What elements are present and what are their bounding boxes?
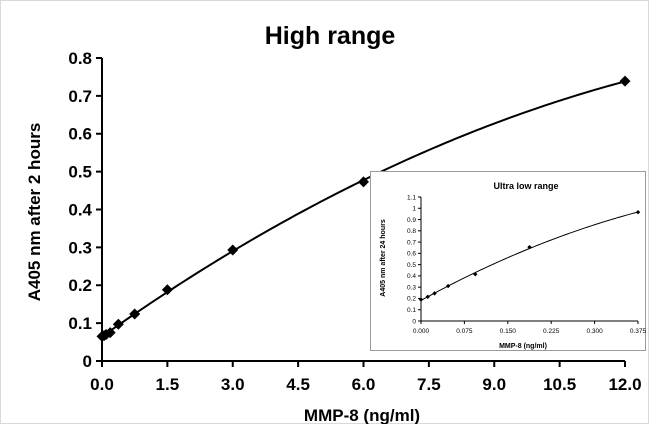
y-tick-label: 0.7 [407, 239, 416, 246]
x-tick-label: 3.0 [221, 375, 245, 394]
y-tick-label: 0.8 [68, 49, 92, 68]
data-point [358, 176, 369, 188]
x-tick-label: 6.0 [352, 375, 376, 394]
inset-x-axis-label: MMP-8 (ng/ml) [499, 343, 547, 350]
y-tick-label: 0.3 [407, 284, 416, 291]
x-tick-label: 0.300 [586, 328, 603, 335]
y-tick-label: 0.2 [407, 296, 416, 303]
inset-chart-title: Ultra low range [493, 181, 558, 191]
y-tick-label: 0.7 [68, 87, 92, 106]
data-point [619, 75, 631, 87]
data-point [432, 291, 437, 296]
data-point [227, 244, 239, 256]
data-point [161, 284, 173, 296]
x-tick-label: 0.0 [90, 375, 114, 394]
y-tick-label: 0.3 [68, 238, 92, 257]
data-point [635, 210, 641, 215]
inset-y-axis-label: A405 nm after 24 hours [380, 219, 387, 297]
ultra-low-range-chart: 0.000 0.075 0.150 0.225 0.300 0.375 0 0.1 0.2 0.3… [380, 181, 647, 350]
x-tick-label: 7.5 [417, 375, 441, 394]
y-tick-label: 0.5 [68, 163, 92, 182]
x-tick-label: 4.5 [286, 375, 310, 394]
x-tick-label: 0.225 [543, 328, 560, 335]
y-tick-label: 0.2 [68, 276, 92, 295]
data-point [129, 308, 141, 320]
x-tick-label: 0.075 [456, 328, 473, 335]
y-tick-label: 0.8 [407, 228, 416, 235]
y-tick-label: 1 [412, 206, 416, 213]
y-tick-label: 0.9 [407, 217, 416, 224]
x-tick-label: 0.375 [630, 328, 647, 335]
x-tick-label: 12.0 [608, 375, 641, 394]
y-tick-label: 0.5 [407, 262, 416, 269]
y-tick-label: 0.4 [68, 200, 92, 219]
data-point [104, 327, 116, 339]
y-axis-label: A405 nm after 2 hours [25, 123, 44, 302]
y-tick-label: 0.6 [407, 251, 416, 258]
inset-chart-box: 0.000 0.075 0.150 0.225 0.300 0.375 0 0.1 0.2 0.3… [370, 171, 647, 351]
x-tick-label: 10.5 [543, 375, 576, 394]
y-tick-label: 0.1 [407, 307, 416, 314]
y-tick-label: 0 [412, 318, 416, 325]
x-tick-label: 9.0 [482, 375, 506, 394]
x-tick-label: 0.150 [500, 328, 517, 335]
data-point [445, 283, 451, 289]
y-tick-label: 1.1 [407, 194, 416, 201]
trendline [420, 211, 639, 301]
data-point [425, 294, 430, 299]
y-tick-label: 0.1 [68, 314, 92, 333]
x-axis-label: MMP-8 (ng/ml) [304, 406, 420, 424]
data-point [112, 318, 124, 330]
x-tick-label: 1.5 [156, 375, 180, 394]
y-tick-label: 0.6 [68, 125, 92, 144]
y-tick-label: 0 [83, 352, 92, 371]
data-point [473, 272, 478, 277]
data-point [527, 244, 532, 250]
y-tick-label: 0.4 [407, 273, 416, 280]
chart-title: High range [265, 22, 396, 50]
x-tick-label: 0.000 [413, 328, 430, 335]
